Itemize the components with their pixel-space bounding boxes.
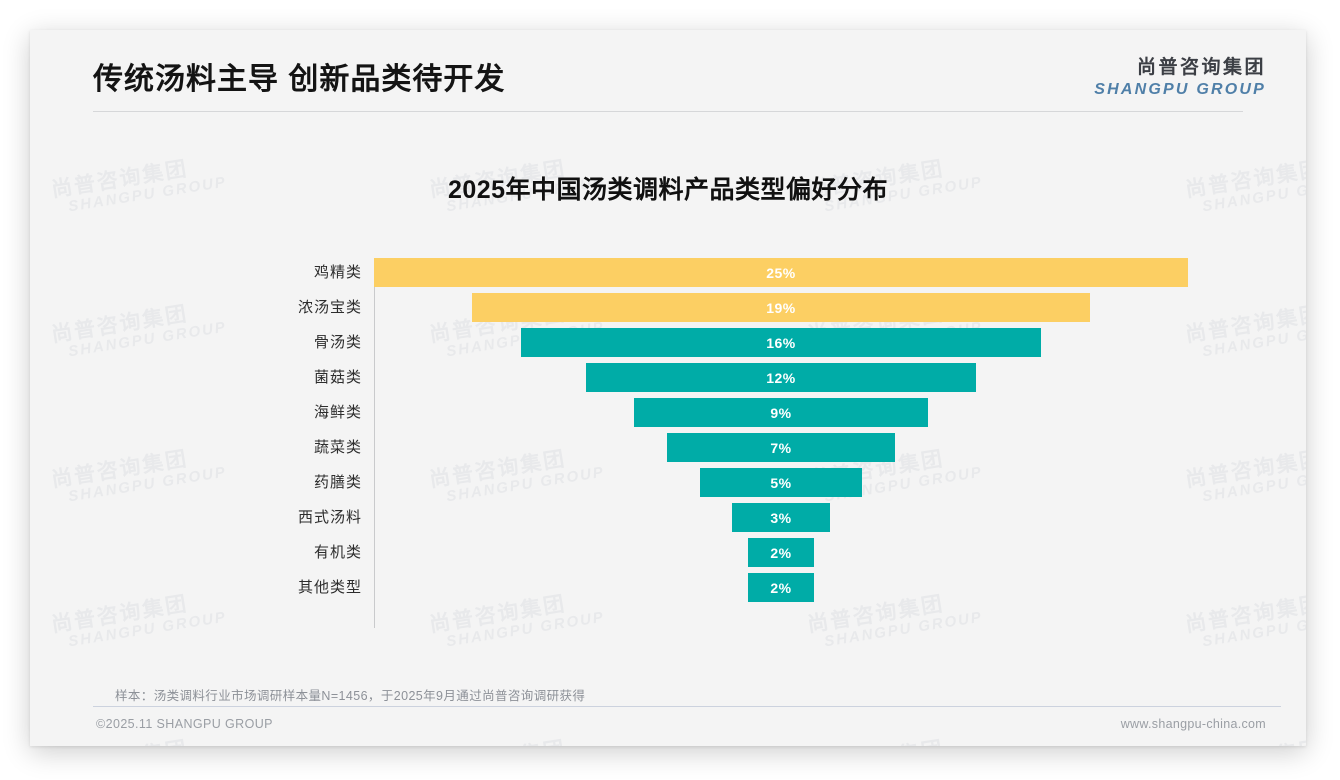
- funnel-bar[interactable]: 5%: [699, 468, 863, 497]
- chart-row: 菌菇类 12%: [130, 363, 1220, 392]
- funnel-bar[interactable]: 2%: [748, 573, 814, 602]
- category-label: 西式汤料: [297, 509, 362, 526]
- logo-chinese-text: 尚普咨询集团: [1136, 57, 1266, 78]
- bar-value-label: 25%: [766, 264, 796, 281]
- logo-english-text: SHANGPU GROUP: [1094, 80, 1266, 98]
- slide-card: 尚普咨询集团 SHANGPU GROUP 尚普咨询集团 SHANGPU GROUP 尚普…: [30, 30, 1306, 746]
- chart-row: 药膳类 5%: [130, 468, 1220, 497]
- footer-website: www.shangpu-china.com: [1120, 717, 1266, 731]
- chart-title: 2025年中国汤类调料产品类型偏好分布: [447, 176, 889, 204]
- watermark-chinese: 尚普咨询集团: [806, 733, 981, 746]
- category-label: 其他类型: [297, 579, 362, 596]
- slide-header: 传统汤料主导 创新品类待开发 尚普咨询集团 SHANGPU GROUP: [30, 30, 1306, 122]
- company-logo: 尚普咨询集团 SHANGPU GROUP: [1094, 56, 1266, 100]
- chart-row: 海鲜类 9%: [130, 398, 1220, 427]
- funnel-bar[interactable]: 3%: [732, 503, 830, 532]
- funnel-chart: 鸡精类 25% 浓汤宝类 19% 骨汤类 16% 菌菇类 12% 海鲜类 9% 蔬菜类 7% 药膳类 5%…: [130, 258, 1220, 648]
- funnel-bar[interactable]: 2%: [748, 538, 814, 567]
- footer-copyright: ©2025.11 SHANGPU GROUP: [96, 717, 273, 731]
- category-label: 鸡精类: [313, 264, 362, 281]
- page-title: 传统汤料主导 创新品类待开发: [93, 63, 506, 96]
- watermark-chinese: 尚普咨询集团: [50, 733, 225, 746]
- chart-row: 蔬菜类 7%: [130, 433, 1220, 462]
- bar-value-label: 7%: [770, 439, 792, 456]
- watermark-chinese: 尚普咨询集团: [428, 733, 603, 746]
- category-axis-line: [374, 258, 375, 628]
- header-divider: [93, 111, 1243, 112]
- bar-value-label: 9%: [770, 404, 792, 421]
- watermark-chinese: 尚普咨询集团: [1184, 733, 1306, 746]
- chart-row: 鸡精类 25%: [130, 258, 1220, 287]
- chart-row: 有机类 2%: [130, 538, 1220, 567]
- chart-row: 其他类型 2%: [130, 573, 1220, 602]
- funnel-bar[interactable]: 9%: [634, 398, 928, 427]
- category-label: 蔬菜类: [313, 439, 362, 456]
- category-label: 有机类: [313, 544, 362, 561]
- chart-row: 浓汤宝类 19%: [130, 293, 1220, 322]
- category-label: 浓汤宝类: [297, 299, 362, 316]
- chart-row: 西式汤料 3%: [130, 503, 1220, 532]
- funnel-bar[interactable]: 16%: [520, 328, 1042, 357]
- funnel-bar[interactable]: 19%: [471, 293, 1091, 322]
- category-label: 药膳类: [313, 474, 362, 491]
- bar-value-label: 12%: [766, 369, 796, 386]
- category-label: 菌菇类: [313, 369, 362, 386]
- footer-divider: [93, 706, 1281, 707]
- bar-value-label: 16%: [766, 334, 796, 351]
- bar-value-label: 19%: [766, 299, 796, 316]
- bar-value-label: 3%: [770, 509, 792, 526]
- funnel-bar[interactable]: 7%: [667, 433, 895, 462]
- bar-value-label: 5%: [770, 474, 792, 491]
- funnel-bar[interactable]: 12%: [585, 363, 977, 392]
- category-label: 骨汤类: [313, 334, 362, 351]
- funnel-bar[interactable]: 25%: [374, 258, 1188, 287]
- source-note: 样本：汤类调料行业市场调研样本量N=1456，于2025年9月通过尚普咨询调研获…: [115, 689, 586, 703]
- chart-row: 骨汤类 16%: [130, 328, 1220, 357]
- bar-value-label: 2%: [770, 544, 792, 561]
- bar-value-label: 2%: [770, 579, 792, 596]
- category-label: 海鲜类: [313, 404, 362, 421]
